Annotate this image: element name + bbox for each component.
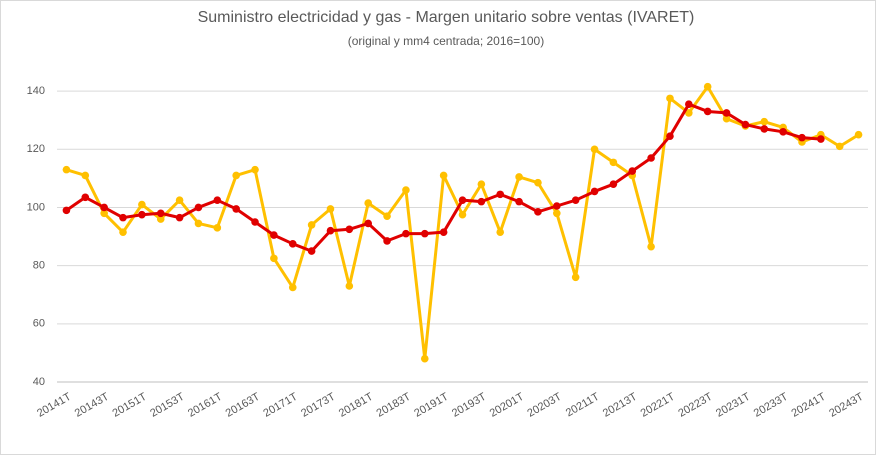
data-point	[666, 132, 674, 140]
data-point	[345, 282, 354, 290]
data-point	[760, 117, 769, 126]
data-point	[854, 130, 863, 139]
data-point	[439, 171, 448, 180]
y-tick-label: 140	[27, 85, 45, 97]
data-point	[288, 240, 297, 248]
y-tick-label: 40	[33, 376, 45, 388]
data-point	[402, 186, 410, 194]
data-point	[571, 196, 580, 204]
y-tick-label: 100	[27, 201, 45, 213]
chart-subtitle: (original y mm4 centrada; 2016=100)	[348, 34, 544, 48]
chart-title: Suministro electricidad y gas - Margen u…	[198, 9, 695, 26]
data-point	[251, 218, 259, 226]
data-point	[119, 228, 127, 236]
y-tick-label: 60	[33, 318, 45, 330]
data-point	[81, 171, 90, 180]
data-point	[156, 215, 165, 223]
data-point	[81, 193, 90, 202]
data-point	[647, 154, 655, 162]
data-point	[175, 213, 184, 222]
data-point	[326, 205, 335, 213]
data-point	[420, 354, 429, 363]
data-point	[666, 94, 674, 103]
data-point	[100, 209, 108, 218]
data-point	[138, 200, 146, 209]
data-point	[741, 120, 750, 129]
data-point	[703, 107, 712, 116]
data-point	[553, 202, 561, 210]
data-point	[628, 167, 637, 175]
data-point	[62, 165, 71, 174]
data-point	[119, 213, 127, 222]
data-point	[420, 229, 429, 238]
data-point	[383, 237, 391, 245]
data-point	[477, 180, 486, 188]
data-point	[100, 203, 108, 212]
data-point	[364, 219, 372, 228]
data-point	[213, 196, 222, 204]
data-point	[835, 142, 844, 151]
data-point	[326, 226, 335, 235]
data-point	[722, 109, 731, 117]
data-point	[590, 145, 599, 154]
data-point	[609, 180, 618, 188]
y-tick-label: 80	[33, 260, 45, 272]
data-point	[477, 197, 486, 206]
data-point	[232, 171, 240, 180]
data-point	[402, 229, 410, 238]
data-point	[138, 210, 146, 219]
data-point	[345, 225, 354, 234]
data-point	[307, 247, 316, 255]
data-point	[175, 196, 184, 204]
data-point	[760, 125, 769, 133]
data-point	[156, 209, 165, 218]
data-point	[722, 114, 731, 123]
data-point	[383, 212, 391, 220]
data-point	[685, 109, 693, 117]
data-point	[515, 197, 523, 206]
data-point	[213, 224, 222, 232]
data-point	[779, 128, 787, 136]
y-tick-label: 120	[27, 143, 45, 155]
data-point	[685, 100, 693, 108]
data-point	[194, 219, 203, 228]
data-point	[571, 273, 580, 282]
data-point	[307, 221, 316, 229]
data-point	[251, 165, 259, 174]
data-point	[496, 190, 505, 199]
data-point	[609, 158, 618, 167]
data-point	[439, 228, 448, 236]
data-point	[270, 231, 278, 239]
data-point	[553, 209, 561, 218]
data-point	[458, 196, 467, 204]
data-point	[817, 135, 825, 143]
data-point	[590, 187, 599, 196]
data-point	[288, 283, 297, 292]
data-point	[270, 254, 278, 263]
data-point	[534, 208, 542, 216]
data-point	[798, 133, 806, 142]
data-point	[703, 82, 712, 91]
data-point	[647, 242, 655, 251]
data-point	[194, 203, 203, 212]
data-point	[496, 228, 505, 236]
data-point	[62, 206, 71, 215]
data-point	[364, 199, 372, 207]
data-point	[232, 205, 240, 213]
data-point	[534, 178, 542, 187]
data-point	[458, 210, 467, 219]
data-point	[515, 173, 523, 181]
